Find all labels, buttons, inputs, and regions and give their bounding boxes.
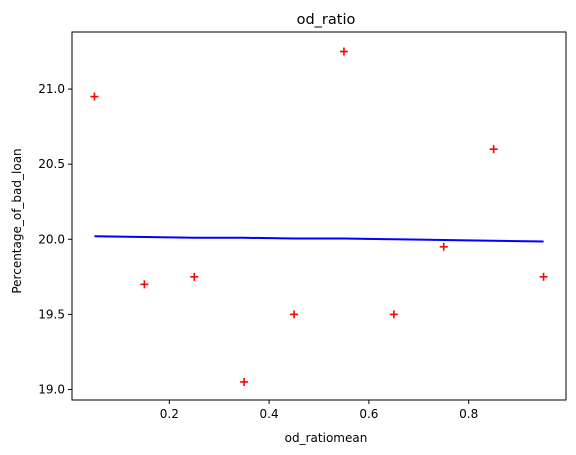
data-point — [190, 272, 199, 281]
x-tick-label: 0.8 — [459, 407, 478, 421]
y-axis: 19.0 19.5 20.0 20.5 21.0 — [38, 82, 72, 396]
y-tick-label: 20.0 — [38, 232, 65, 246]
x-tick-label: 0.2 — [160, 407, 179, 421]
y-tick-label: 21.0 — [38, 82, 65, 96]
x-tick-label: 0.4 — [260, 407, 279, 421]
x-axis: 0.2 0.4 0.6 0.8 — [160, 400, 478, 421]
data-point — [140, 280, 149, 289]
y-tick-label: 20.5 — [38, 157, 65, 171]
x-axis-label: od_ratiomean — [285, 431, 368, 445]
data-point — [290, 310, 299, 319]
data-point — [489, 145, 498, 154]
data-point — [439, 242, 448, 251]
chart-title: od_ratio — [297, 12, 356, 28]
trend-line — [94, 235, 544, 243]
data-point — [90, 92, 99, 101]
data-point — [240, 377, 249, 386]
data-point — [339, 47, 348, 56]
data-point — [389, 310, 398, 319]
plot-area — [71, 31, 567, 401]
y-tick-label: 19.0 — [38, 382, 65, 396]
plot-frame — [71, 31, 567, 401]
y-axis-label: Percentage_of_bad_loan — [10, 148, 24, 293]
data-point — [539, 272, 548, 281]
x-tick-label: 0.6 — [359, 407, 378, 421]
y-tick-label: 19.5 — [38, 307, 65, 321]
